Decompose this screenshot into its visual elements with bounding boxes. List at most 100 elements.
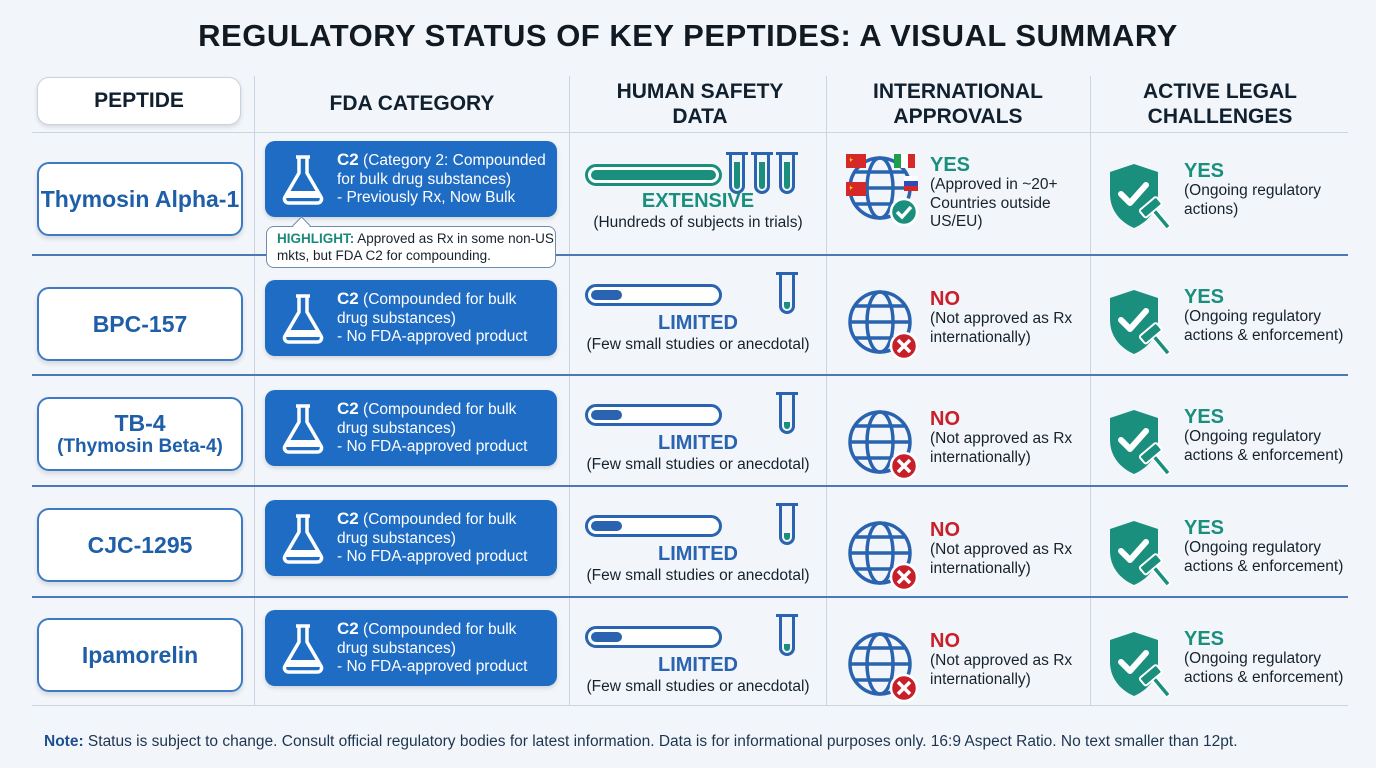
safety-level-fill	[591, 170, 716, 180]
legal-status: YES	[1184, 406, 1225, 428]
safety-level-label: EXTENSIVE	[641, 190, 755, 212]
legal-description: (Ongoing regulatory actions)	[1184, 182, 1321, 218]
legal-challenge: YES (Ongoing regulatory actions & enforce…	[1104, 286, 1354, 386]
legal-status: YES	[1184, 628, 1225, 650]
legal-challenge: YES (Ongoing regulatory actions & enforce…	[1104, 628, 1354, 728]
fda-description: (Compounded for bulk drug substances)	[337, 401, 517, 437]
intl-status: NO	[930, 408, 960, 430]
fda-category-card: C2 (Compounded for bulk drug substances)…	[265, 390, 557, 466]
safety-level-bar	[585, 164, 722, 186]
international-approval: YES (Approved in ~20+ Countries outside U…	[840, 154, 1080, 254]
safety-level-label: LIMITED	[658, 654, 738, 676]
header-peptide: PEPTIDE	[37, 77, 241, 125]
note-text: Status is subject to change. Consult off…	[87, 733, 1238, 750]
peptide-name: CJC-1295	[87, 531, 193, 558]
safety-level-fill	[591, 410, 623, 420]
safety-level-fill	[591, 290, 623, 300]
fda-category-text: C2 (Compounded for bulk drug substances)…	[337, 289, 551, 347]
globe-x-icon	[846, 408, 919, 481]
safety-level-fill	[591, 632, 623, 642]
international-approval: NO (Not approved as Rx internationally)	[840, 519, 1080, 619]
footnote: Note: Status is subject to change. Consu…	[44, 733, 1238, 751]
fda-code: C2	[337, 289, 359, 308]
shield-gavel-icon	[1104, 160, 1178, 234]
fda-note: - No FDA-approved product	[337, 548, 528, 566]
row-divider	[32, 132, 1348, 133]
legal-challenge: YES (Ongoing regulatory actions & enforce…	[1104, 517, 1354, 617]
intl-status: YES	[930, 154, 971, 176]
peptide-name: Ipamorelin	[81, 641, 199, 668]
globe-check-flags-icon	[846, 154, 919, 227]
globe-x-icon	[846, 519, 919, 592]
safety-level-bar	[585, 626, 722, 648]
header-international-approvals: INTERNATIONAL APPROVALS	[873, 79, 1043, 128]
peptide-name-card: Ipamorelin	[37, 618, 243, 692]
header-human-safety-data: HUMAN SAFETY DATA	[616, 79, 784, 128]
safety-indicator: LIMITED (Few small studies or anecdotal)	[583, 501, 810, 601]
fda-description: (Compounded for bulk drug substances)	[337, 511, 517, 547]
test-tube-icon	[751, 152, 773, 194]
safety-level-label: LIMITED	[658, 432, 738, 454]
peptide-name-card: Thymosin Alpha-1	[37, 162, 243, 236]
fda-category-text: C2 (Compounded for bulk drug substances)…	[337, 509, 551, 567]
globe-x-icon	[846, 630, 919, 703]
highlight-callout: HIGHLIGHT: Approved as Rx in some non-US…	[266, 216, 556, 268]
safety-indicator: LIMITED (Few small studies or anecdotal)	[583, 390, 810, 490]
fda-code: C2	[337, 509, 359, 528]
safety-indicator: EXTENSIVE (Hundreds of subjects in trials…	[583, 150, 803, 250]
column-divider	[254, 76, 255, 706]
safety-indicator: LIMITED (Few small studies or anecdotal)	[583, 270, 810, 370]
fda-description: (Category 2: Compounded for bulk drug su…	[337, 152, 546, 188]
safety-level-bar	[585, 284, 722, 306]
safety-indicator: LIMITED (Few small studies or anecdotal)	[583, 612, 810, 712]
test-tube-icon	[776, 272, 798, 314]
test-tube-icon	[776, 614, 798, 656]
safety-description: (Few small studies or anecdotal)	[586, 678, 810, 695]
legal-challenge: YES (Ongoing regulatory actions)	[1104, 160, 1354, 260]
test-tube-icon	[726, 152, 748, 194]
row-divider	[32, 374, 1348, 376]
fda-code: C2	[337, 619, 359, 638]
safety-description: (Hundreds of subjects in trials)	[593, 214, 803, 231]
shield-gavel-icon	[1104, 517, 1178, 591]
intl-status: NO	[930, 519, 960, 541]
test-tube-icon	[776, 503, 798, 545]
row-divider	[32, 485, 1348, 487]
intl-status: NO	[930, 288, 960, 310]
intl-description: (Not approved as Rx internationally)	[930, 652, 1073, 688]
flask-icon	[275, 400, 331, 456]
legal-description: (Ongoing regulatory actions & enforcemen…	[1184, 428, 1344, 464]
column-divider	[569, 76, 570, 706]
header-active-legal-challenges: ACTIVE LEGAL CHALLENGES	[1142, 79, 1297, 128]
fda-note: - No FDA-approved product	[337, 658, 528, 676]
header-fda-category: FDA CATEGORY	[329, 92, 495, 116]
note-label: Note:	[44, 733, 84, 750]
safety-description: (Few small studies or anecdotal)	[586, 336, 810, 353]
shield-gavel-icon	[1104, 286, 1178, 360]
legal-challenge: YES (Ongoing regulatory actions & enforce…	[1104, 406, 1354, 506]
shield-gavel-icon	[1104, 628, 1178, 702]
peptide-name-card: TB-4 (Thymosin Beta-4)	[37, 397, 243, 471]
peptide-name-card: BPC-157	[37, 287, 243, 361]
legal-description: (Ongoing regulatory actions & enforcemen…	[1184, 650, 1344, 686]
column-divider	[1090, 76, 1091, 706]
row-divider	[32, 596, 1348, 598]
international-approval: NO (Not approved as Rx internationally)	[840, 630, 1080, 730]
safety-level-label: LIMITED	[658, 543, 738, 565]
row-divider	[32, 254, 1348, 256]
safety-level-bar	[585, 404, 722, 426]
safety-level-label: LIMITED	[658, 312, 738, 334]
peptide-alt-name: (Thymosin Beta-4)	[57, 436, 223, 458]
fda-category-card: C2 (Category 2: Compounded for bulk drug…	[265, 141, 557, 217]
fda-description: (Compounded for bulk drug substances)	[337, 291, 517, 327]
test-tube-icon	[776, 392, 798, 434]
international-approval: NO (Not approved as Rx internationally)	[840, 288, 1080, 388]
intl-status: NO	[930, 630, 960, 652]
fda-category-text: C2 (Compounded for bulk drug substances)…	[337, 399, 551, 457]
intl-description: (Not approved as Rx internationally)	[930, 541, 1073, 577]
fda-code: C2	[337, 150, 359, 169]
fda-note: - Previously Rx, Now Bulk	[337, 189, 516, 207]
highlight-text: Approved as Rx in some non-US mkts, but …	[277, 231, 554, 263]
flask-icon	[275, 151, 331, 207]
peptide-name-card: CJC-1295	[37, 508, 243, 582]
